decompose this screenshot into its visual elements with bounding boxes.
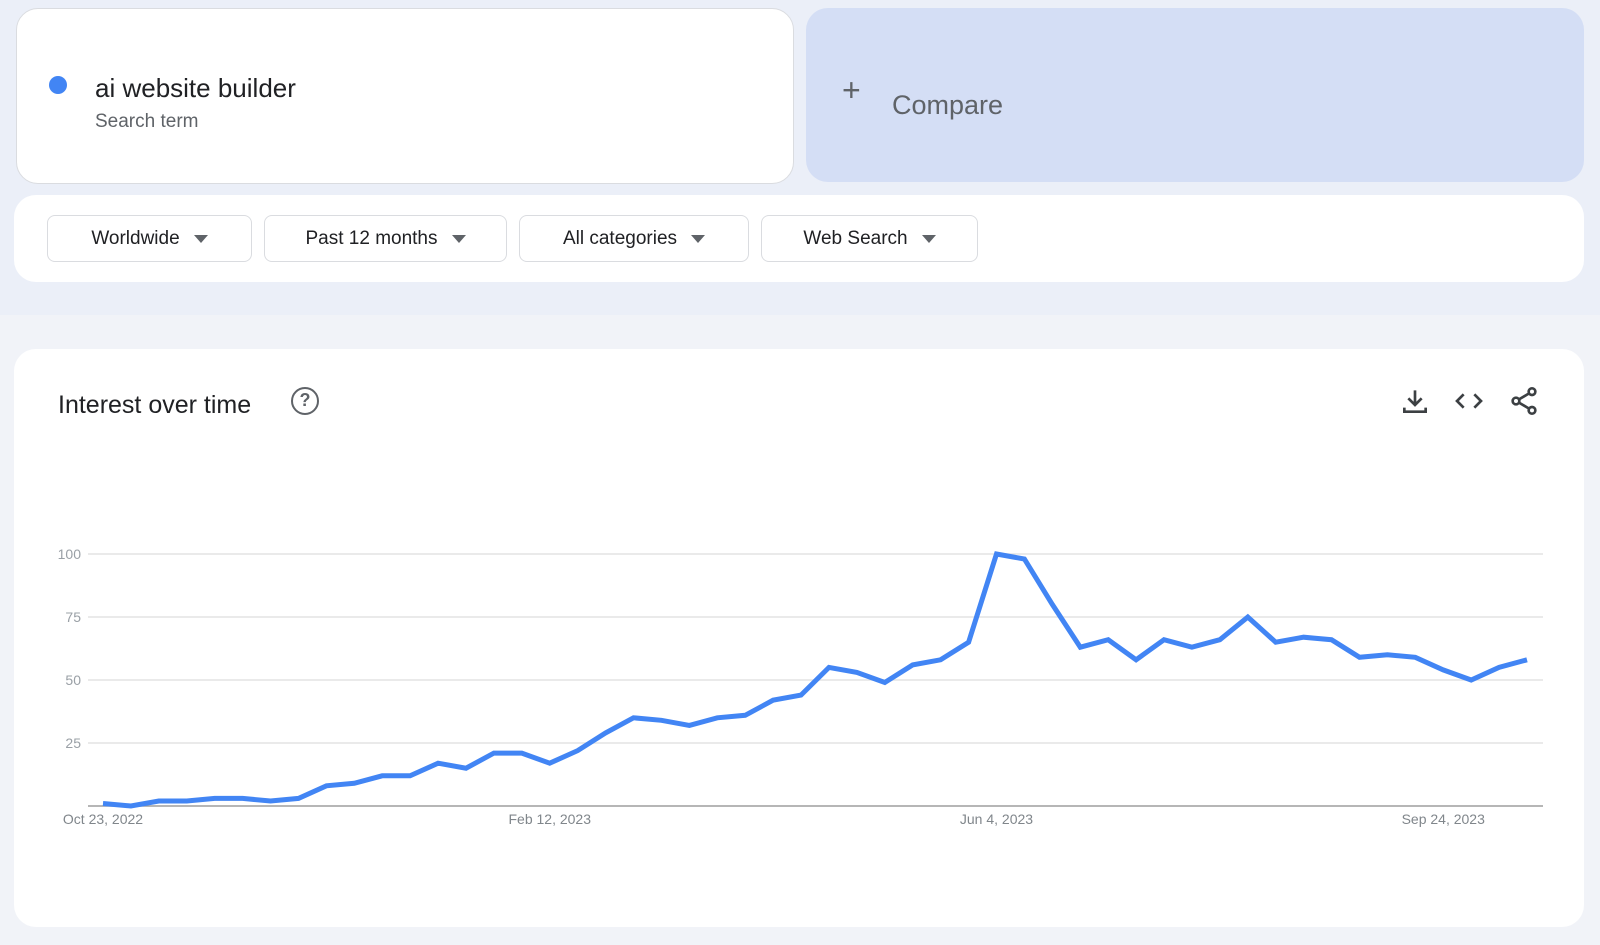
share-icon[interactable]	[1508, 385, 1540, 417]
dropdown-label: Web Search	[803, 227, 908, 249]
region-dropdown[interactable]: Worldwide	[47, 215, 252, 262]
y-tick-label: 50	[65, 672, 81, 688]
y-tick-label: 25	[65, 735, 81, 751]
category-dropdown[interactable]: All categories	[519, 215, 749, 262]
x-tick-label: Oct 23, 2022	[63, 811, 143, 827]
y-tick-label: 100	[58, 546, 82, 562]
panel-title: Interest over time	[58, 391, 252, 419]
plus-icon: +	[842, 72, 861, 108]
time-range-dropdown[interactable]: Past 12 months	[264, 215, 507, 262]
x-tick-label: Sep 24, 2023	[1402, 811, 1486, 827]
help-icon[interactable]: ?	[291, 387, 319, 415]
embed-code-icon[interactable]	[1453, 385, 1485, 417]
caret-down-icon	[691, 234, 706, 243]
x-tick-label: Jun 4, 2023	[960, 811, 1033, 827]
y-tick-label: 75	[65, 609, 81, 625]
series-color-dot	[49, 76, 67, 94]
filters-bar: Worldwide Past 12 months All categories …	[14, 195, 1584, 282]
series-line	[102, 551, 1528, 809]
search-type-dropdown[interactable]: Web Search	[761, 215, 978, 262]
compare-label: Compare	[892, 90, 1004, 120]
caret-down-icon	[451, 234, 466, 243]
dropdown-label: Worldwide	[91, 227, 180, 249]
caret-down-icon	[193, 234, 208, 243]
download-icon[interactable]	[1399, 385, 1431, 417]
search-term-type: Search term	[95, 111, 199, 132]
search-term-card[interactable]: ai website builder Search term	[16, 8, 794, 184]
search-term[interactable]: ai website builder	[95, 73, 296, 103]
caret-down-icon	[921, 234, 936, 243]
compare-button[interactable]: + Compare	[806, 8, 1584, 182]
x-tick-label: Feb 12, 2023	[508, 811, 591, 827]
dropdown-label: All categories	[562, 227, 678, 249]
dropdown-label: Past 12 months	[305, 227, 438, 249]
